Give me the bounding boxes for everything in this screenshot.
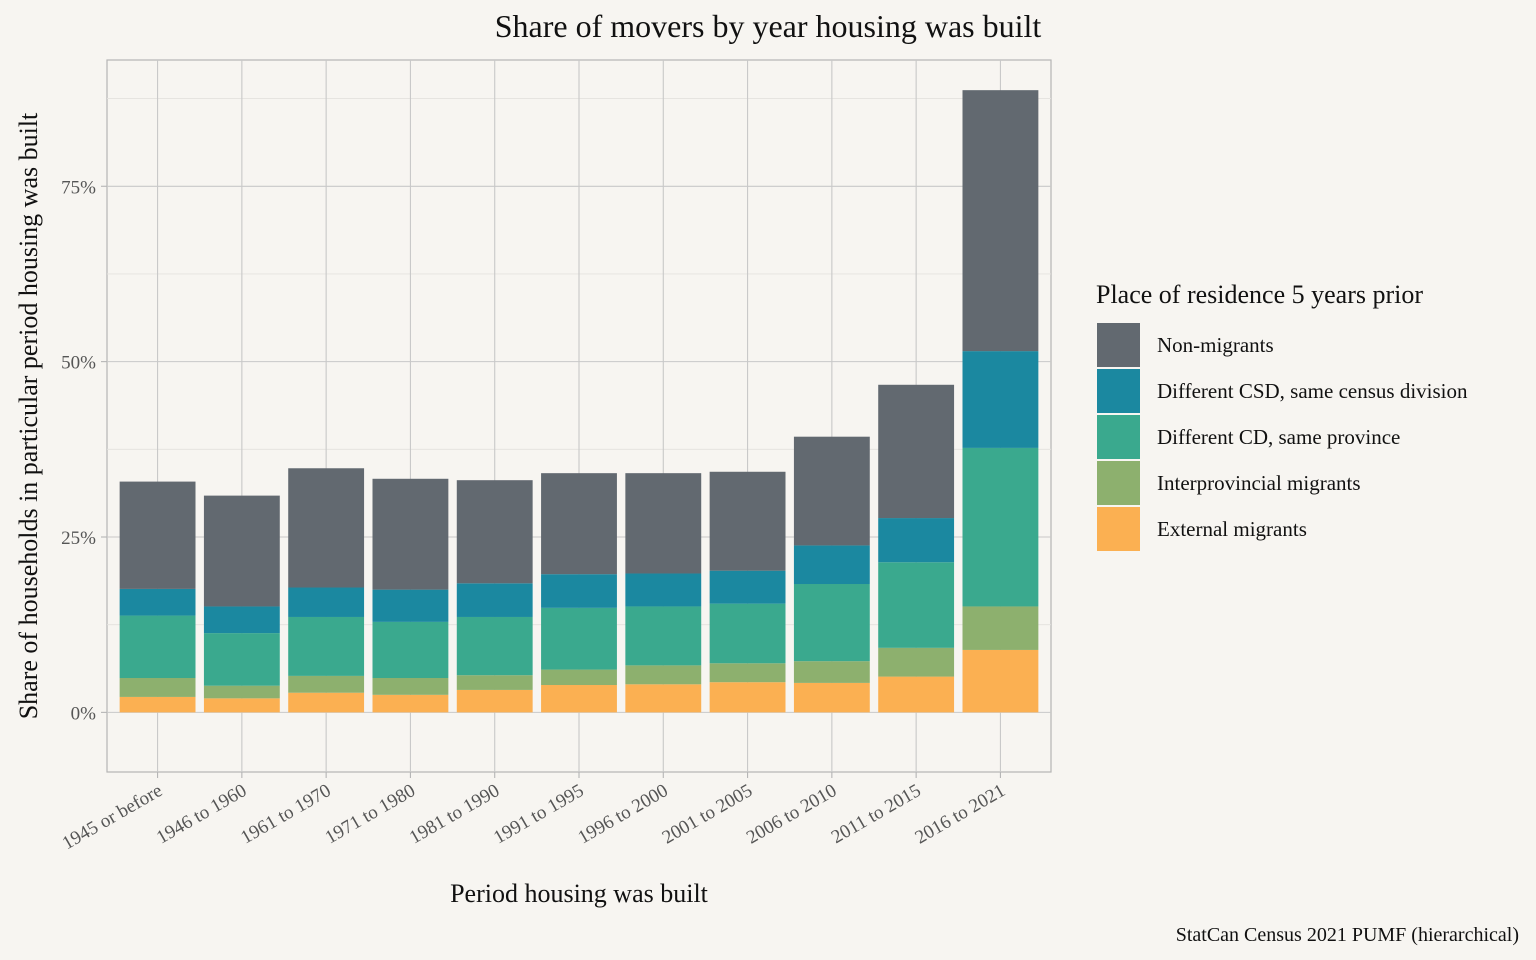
bars <box>119 90 1039 713</box>
bar-segment <box>372 694 449 713</box>
bar-segment <box>203 698 280 713</box>
bar-segment <box>962 90 1039 352</box>
x-tick-label: 1945 or before <box>59 780 166 854</box>
legend-label: External migrants <box>1157 517 1307 541</box>
bar-segment <box>541 685 617 713</box>
legend-swatch <box>1097 507 1140 551</box>
bar-segment <box>119 696 196 713</box>
bar-segment <box>456 583 533 617</box>
bar-segment <box>203 495 280 607</box>
x-tick-label: 2011 to 2015 <box>828 780 925 848</box>
bar-segment <box>541 607 617 670</box>
caption: StatCan Census 2021 PUMF (hierarchical) <box>1176 924 1519 946</box>
legend-label: Different CD, same province <box>1157 425 1400 449</box>
bar-segment <box>203 633 280 686</box>
bar-segment <box>793 584 870 662</box>
bar-segment <box>793 682 870 713</box>
y-axis-title: Share of households in particular period… <box>14 112 43 719</box>
bar-segment <box>793 545 870 585</box>
x-tick-label: 1946 to 1960 <box>153 780 250 848</box>
x-tick-label: 1961 to 1970 <box>237 780 334 848</box>
bar-segment <box>625 665 702 685</box>
y-tick-label: 25% <box>61 528 96 549</box>
bar-segment <box>878 518 955 563</box>
legend: Place of residence 5 years prior Non-mig… <box>1096 280 1468 551</box>
legend-title: Place of residence 5 years prior <box>1096 280 1423 309</box>
x-tick-label: 2006 to 2010 <box>743 780 840 848</box>
legend-label: Different CSD, same census division <box>1157 379 1468 403</box>
bar-segment <box>625 606 702 666</box>
bar-segment <box>288 616 365 676</box>
bar-segment <box>119 615 196 679</box>
bar-segment <box>709 603 786 664</box>
bar-segment <box>119 588 196 616</box>
y-tick-label: 0% <box>71 703 97 724</box>
legend-swatch <box>1097 461 1140 505</box>
x-tick-label: 2016 to 2021 <box>912 780 1009 848</box>
bar-segment <box>709 682 786 713</box>
bar-segment <box>541 473 617 575</box>
x-tick-label: 1981 to 1990 <box>406 780 503 848</box>
bar-segment <box>962 351 1039 448</box>
bar-segment <box>625 684 702 713</box>
y-tick-label: 50% <box>61 353 96 374</box>
bar-segment <box>372 678 449 695</box>
x-tick-label: 1991 to 1995 <box>490 780 587 848</box>
x-tick-label: 1971 to 1980 <box>322 780 419 848</box>
bar-segment <box>203 685 280 699</box>
bar-segment <box>203 606 280 634</box>
bar-segment <box>793 436 870 546</box>
bar-segment <box>372 589 449 622</box>
bar-segment <box>456 689 533 713</box>
bar-segment <box>288 692 365 713</box>
bar-segment <box>878 676 955 713</box>
bar-segment <box>709 471 786 571</box>
bar-segment <box>878 647 955 677</box>
bar-segment <box>962 649 1039 713</box>
bar-segment <box>625 573 702 607</box>
bar-segment <box>372 621 449 679</box>
bar-segment <box>878 562 955 648</box>
chart-title: Share of movers by year housing was buil… <box>495 8 1042 44</box>
bar-segment <box>372 478 449 590</box>
bar-segment <box>541 574 617 608</box>
y-tick-label: 75% <box>61 177 96 198</box>
bar-segment <box>709 663 786 683</box>
bar-segment <box>878 384 955 519</box>
bar-segment <box>625 473 702 574</box>
bar-segment <box>119 481 196 589</box>
x-axis-title: Period housing was built <box>450 879 709 908</box>
bar-segment <box>962 447 1039 607</box>
x-tick-label: 2001 to 2005 <box>659 780 756 848</box>
bar-segment <box>793 661 870 683</box>
legend-label: Non-migrants <box>1157 333 1274 357</box>
bar-segment <box>456 675 533 690</box>
bar-segment <box>456 480 533 584</box>
y-axis: 0% 25% 50% 75% <box>61 177 107 724</box>
legend-swatch <box>1097 415 1140 459</box>
legend-label: Interprovincial migrants <box>1157 471 1361 495</box>
bar-segment <box>119 678 196 697</box>
bar-segment <box>709 570 786 604</box>
bar-segment <box>962 606 1039 650</box>
legend-swatch <box>1097 323 1140 367</box>
bar-segment <box>288 587 365 617</box>
bar-segment <box>541 669 617 686</box>
x-tick-label: 1996 to 2000 <box>574 780 671 848</box>
bar-segment <box>288 675 365 693</box>
legend-swatch <box>1097 369 1140 413</box>
bar-segment <box>288 468 365 588</box>
bar-segment <box>456 616 533 676</box>
